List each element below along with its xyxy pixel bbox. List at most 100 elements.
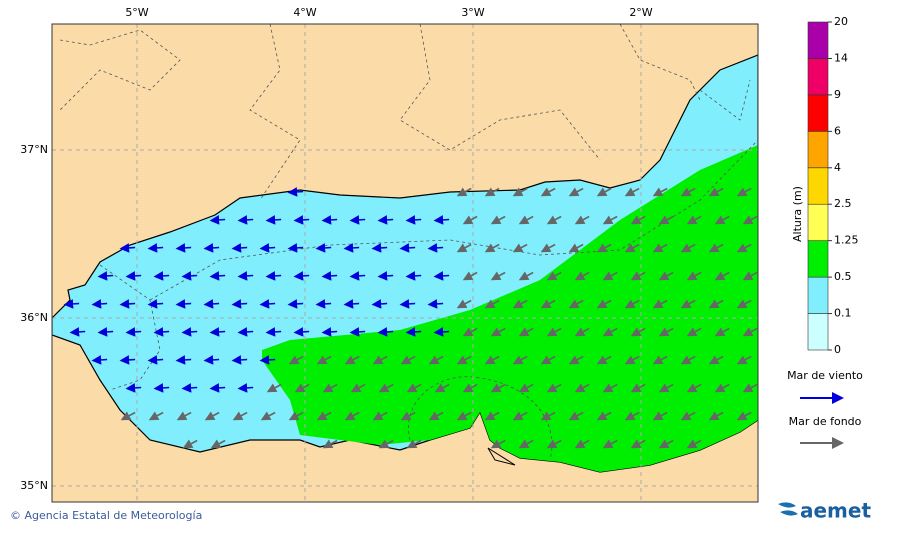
colorbar-bin [807,276,829,314]
arrow [294,383,310,393]
arrow [344,355,360,365]
lat-label: 37°N [20,143,48,156]
colorbar-bin [807,94,829,132]
arrow [399,299,416,309]
graticule: 5°W 4°W 3°W 2°W 37°N 36°N 35°N [20,6,758,502]
arrow [119,355,136,365]
arrow [652,411,668,421]
arrow [602,271,618,281]
colorbar-title: Altura (m) [791,186,804,242]
arrow [315,243,332,253]
arrow [568,187,584,197]
arrow [153,271,170,281]
arrow [293,215,310,225]
arrow [321,271,338,281]
arrow [433,327,450,337]
arrow [624,355,640,365]
arrow [125,271,142,281]
arrow [377,327,394,337]
colorbar-label: 4 [834,161,841,174]
arrow [372,355,388,365]
arrow [574,383,590,393]
arrow [540,243,556,253]
arrow [63,299,80,309]
arrow [490,271,506,281]
arrow [203,243,220,253]
arrow [405,327,422,337]
arrow [596,355,612,365]
arrow [372,411,388,421]
arrow [512,299,528,309]
colorbar-label: 0.1 [834,307,852,320]
arrow [630,439,646,449]
lon-label: 5°W [125,6,148,19]
arrow [316,355,332,365]
arrow [540,411,556,421]
arrow [231,243,248,253]
legend-label: Mar de viento [787,369,863,382]
arrow [484,299,500,309]
arrow [265,215,282,225]
arrow [490,383,506,393]
arrow [568,299,584,309]
colorbar: 0 0.1 0.5 1.25 2.5 4 6 9 14 20 [807,15,859,356]
arrow [428,355,444,365]
logo: aemet [800,499,871,523]
arrow [462,215,478,225]
arrow [736,299,752,309]
arrow [708,299,724,309]
arrow [237,383,254,393]
arrows [63,187,758,449]
arrow [91,299,108,309]
arrow [658,439,674,449]
arrow [708,355,724,365]
colorbar-label: 1.25 [834,234,859,247]
arrow [456,411,472,421]
arrow [680,243,696,253]
arrow [540,355,556,365]
arrow [462,271,478,281]
arrow [630,271,646,281]
arrow [209,271,226,281]
arrow [714,215,730,225]
arrow [596,243,612,253]
arrow [434,383,450,393]
logo-icon [778,502,798,516]
arrow [742,271,758,281]
arrow [259,299,276,309]
arrow [736,411,752,421]
arrow [377,271,394,281]
arrow [344,411,360,421]
arrow [153,383,170,393]
arrow [237,215,254,225]
arrow [259,243,276,253]
arrow [153,327,170,337]
arrow [266,383,282,393]
arrow [686,327,702,337]
arrow [484,411,500,421]
arrow [518,215,534,225]
colorbar-label: 20 [834,15,848,28]
arrow [349,271,366,281]
arrow [69,327,86,337]
arrow [288,411,304,421]
arrow [176,411,192,421]
arrow [293,327,310,337]
arrow [462,383,478,393]
arrow [658,327,674,337]
arrow [512,243,528,253]
island [487,447,516,466]
arrow [91,355,108,365]
colorbar-label: 6 [834,124,841,137]
legend-label: Mar de fondo [789,415,862,428]
arrow [175,299,192,309]
arrow [125,327,142,337]
arrow [568,243,584,253]
arrow [568,355,584,365]
colorbar-bin [807,203,829,241]
arrow [209,383,226,393]
arrow [377,215,394,225]
arrow [624,299,640,309]
arrow [209,327,226,337]
colorbar-label: 9 [834,88,841,101]
